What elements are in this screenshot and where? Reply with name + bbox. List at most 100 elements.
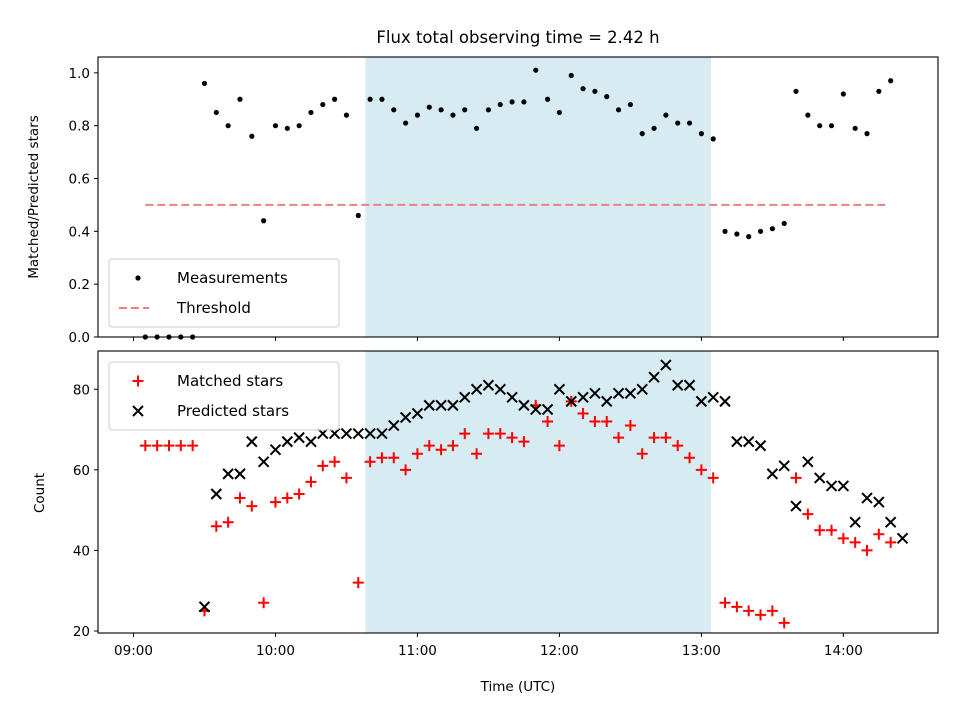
- data-point: [308, 109, 314, 116]
- legend-label: Predicted stars: [177, 402, 289, 420]
- data-point: [485, 107, 492, 113]
- data-point: [222, 516, 234, 528]
- data-point: [376, 427, 388, 440]
- data-point: [471, 448, 483, 460]
- legend-marker: [132, 405, 144, 417]
- top-y-axis-label: Matched/Predicted stars: [26, 115, 42, 278]
- data-point: [825, 480, 838, 492]
- data-point: [734, 231, 740, 237]
- data-point: [340, 427, 353, 440]
- data-point: [261, 218, 267, 224]
- data-point: [494, 383, 506, 395]
- data-point: [624, 387, 637, 400]
- data-point: [686, 120, 693, 126]
- data-point: [426, 104, 432, 110]
- data-point: [766, 605, 778, 617]
- data-point: [403, 120, 409, 126]
- data-point: [790, 500, 802, 512]
- data-point: [577, 407, 589, 419]
- data-point: [861, 492, 873, 504]
- data-point: [675, 120, 681, 126]
- data-point: [293, 431, 305, 444]
- data-point: [553, 383, 566, 395]
- data-point: [651, 125, 657, 131]
- data-point: [636, 448, 648, 460]
- data-point: [355, 212, 361, 219]
- data-point: [719, 597, 731, 609]
- data-point: [305, 476, 317, 488]
- data-point: [482, 379, 495, 391]
- data-point: [802, 456, 814, 468]
- data-point: [707, 391, 719, 404]
- data-point: [888, 78, 894, 84]
- data-point: [249, 133, 255, 139]
- data-point: [861, 544, 873, 556]
- data-point: [873, 496, 885, 508]
- data-point: [234, 492, 246, 504]
- data-point: [257, 456, 270, 468]
- data-point: [198, 601, 211, 613]
- data-point: [544, 96, 551, 102]
- data-point: [210, 520, 222, 532]
- data-point: [423, 399, 435, 412]
- y-tick-label: 60: [73, 463, 90, 479]
- data-point: [743, 605, 755, 617]
- data-point: [849, 516, 861, 528]
- data-point: [790, 472, 802, 484]
- data-point: [814, 524, 826, 536]
- data-point: [778, 460, 790, 472]
- data-point: [896, 532, 909, 545]
- data-point: [459, 428, 471, 440]
- data-point: [592, 88, 598, 94]
- y-tick-label: 20: [73, 624, 90, 640]
- y-tick-label: 0.0: [69, 330, 90, 346]
- x-tick-label: 10:00: [256, 643, 295, 659]
- data-point: [837, 532, 849, 544]
- data-point: [542, 416, 554, 427]
- data-point: [388, 419, 400, 432]
- data-point: [411, 448, 423, 460]
- data-point: [269, 496, 281, 508]
- data-point: [695, 395, 708, 408]
- data-point: [672, 379, 684, 391]
- data-point: [719, 395, 731, 408]
- data-point: [837, 480, 850, 492]
- data-point: [648, 432, 660, 444]
- chart-title: Flux total observing time = 2.42 h: [376, 28, 659, 47]
- data-point: [343, 112, 350, 118]
- data-point: [876, 88, 882, 94]
- data-point: [755, 609, 767, 621]
- data-point: [509, 99, 515, 105]
- series-measurements: [142, 67, 894, 340]
- bottom-y-axis-label: Count: [32, 473, 48, 513]
- data-point: [296, 123, 302, 129]
- data-point: [793, 88, 799, 94]
- data-point: [462, 107, 468, 113]
- data-point: [533, 67, 539, 73]
- data-point: [553, 440, 565, 452]
- data-point: [281, 435, 294, 448]
- data-point: [710, 136, 716, 142]
- data-point: [388, 452, 400, 464]
- data-point: [565, 395, 577, 408]
- data-point: [731, 435, 743, 448]
- data-point: [175, 440, 187, 452]
- data-point: [683, 379, 696, 391]
- data-point: [237, 96, 243, 102]
- data-point: [435, 444, 447, 456]
- data-point: [840, 91, 846, 97]
- data-point: [885, 536, 897, 548]
- y-tick-label: 0.2: [69, 277, 90, 293]
- data-point: [352, 427, 364, 440]
- data-point: [518, 399, 530, 412]
- legend: Measurements Threshold: [108, 258, 340, 328]
- data-point: [459, 391, 471, 404]
- data-point: [414, 112, 421, 118]
- data-point: [246, 500, 258, 512]
- y-tick-label: 0.4: [69, 224, 90, 240]
- data-point: [151, 440, 163, 452]
- data-point: [438, 107, 444, 113]
- legend-box: [108, 361, 340, 431]
- data-point: [757, 228, 764, 234]
- data-point: [627, 101, 633, 108]
